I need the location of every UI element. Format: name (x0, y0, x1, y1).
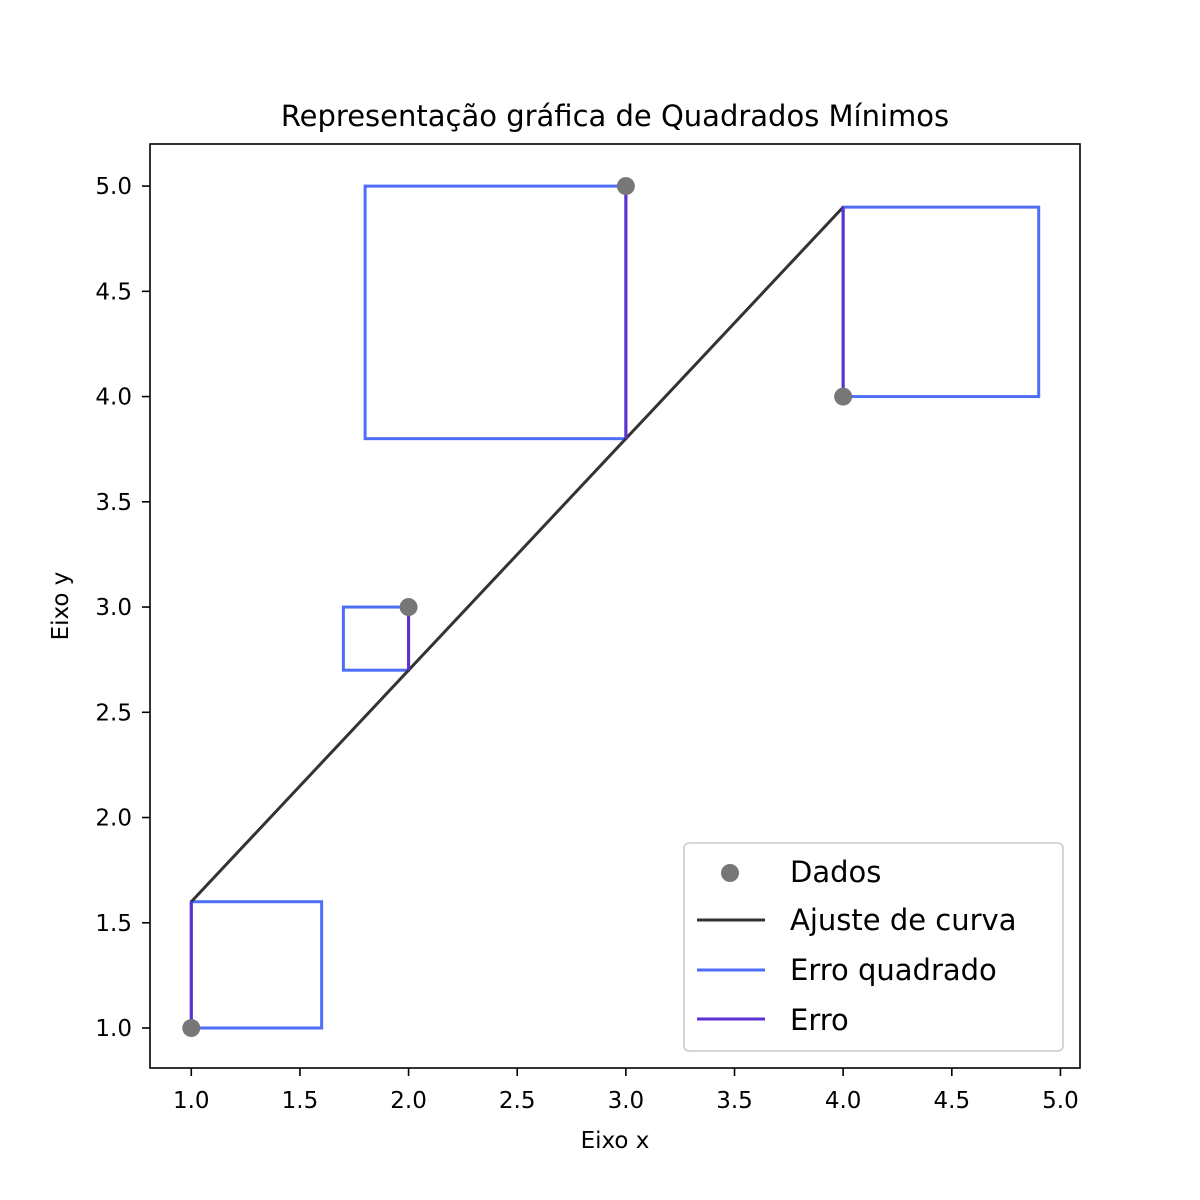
x-tick-label: 5.0 (1042, 1088, 1079, 1114)
axes-frame (149, 143, 1081, 1069)
legend-label-erro-quadrado: Erro quadrado (790, 953, 997, 987)
plot-area (182, 177, 1041, 1038)
x-tick-label: 2.0 (390, 1088, 427, 1114)
y-tick-label: 1.5 (95, 911, 132, 937)
data-point-1 (182, 1019, 201, 1038)
x-axis-ticks: 1.0 1.5 2.0 2.5 3.0 3.5 4.0 4.5 5.0 (173, 1068, 1079, 1114)
y-tick-label: 4.0 (95, 385, 132, 411)
data-point-2 (399, 598, 418, 617)
y-tick-label: 5.0 (95, 174, 132, 200)
x-tick-label: 4.5 (934, 1088, 971, 1114)
chart-title: Representação gráfica de Quadrados Mínim… (281, 99, 949, 133)
fit-line (190, 206, 845, 903)
y-tick-label: 3.5 (95, 490, 132, 516)
y-axis-ticks: 1.0 1.5 2.0 2.5 3.0 3.5 4.0 4.5 5.0 (95, 174, 150, 1042)
data-point-4 (834, 387, 853, 406)
y-tick-label: 3.0 (95, 595, 132, 621)
y-tick-label: 4.5 (95, 279, 132, 305)
x-tick-label: 1.5 (282, 1088, 319, 1114)
x-tick-label: 2.5 (499, 1088, 536, 1114)
legend-label-erro: Erro (790, 1003, 849, 1037)
y-axis-label: Eixo y (48, 572, 74, 641)
x-tick-label: 3.5 (716, 1088, 753, 1114)
data-point-3 (616, 177, 635, 196)
x-tick-label: 1.0 (173, 1088, 210, 1114)
legend: Dados Ajuste de curva Erro quadrado Erro (683, 842, 1064, 1052)
legend-box (683, 842, 1064, 1052)
x-axis-label: Eixo x (581, 1128, 650, 1154)
legend-label-ajuste: Ajuste de curva (790, 903, 1016, 937)
x-tick-label: 4.0 (825, 1088, 862, 1114)
x-tick-label: 3.0 (608, 1088, 645, 1114)
legend-marker-dados (721, 864, 739, 882)
y-tick-label: 2.0 (95, 806, 132, 832)
y-tick-label: 1.0 (95, 1016, 132, 1042)
legend-label-dados: Dados (790, 855, 881, 889)
y-tick-label: 2.5 (95, 700, 132, 726)
